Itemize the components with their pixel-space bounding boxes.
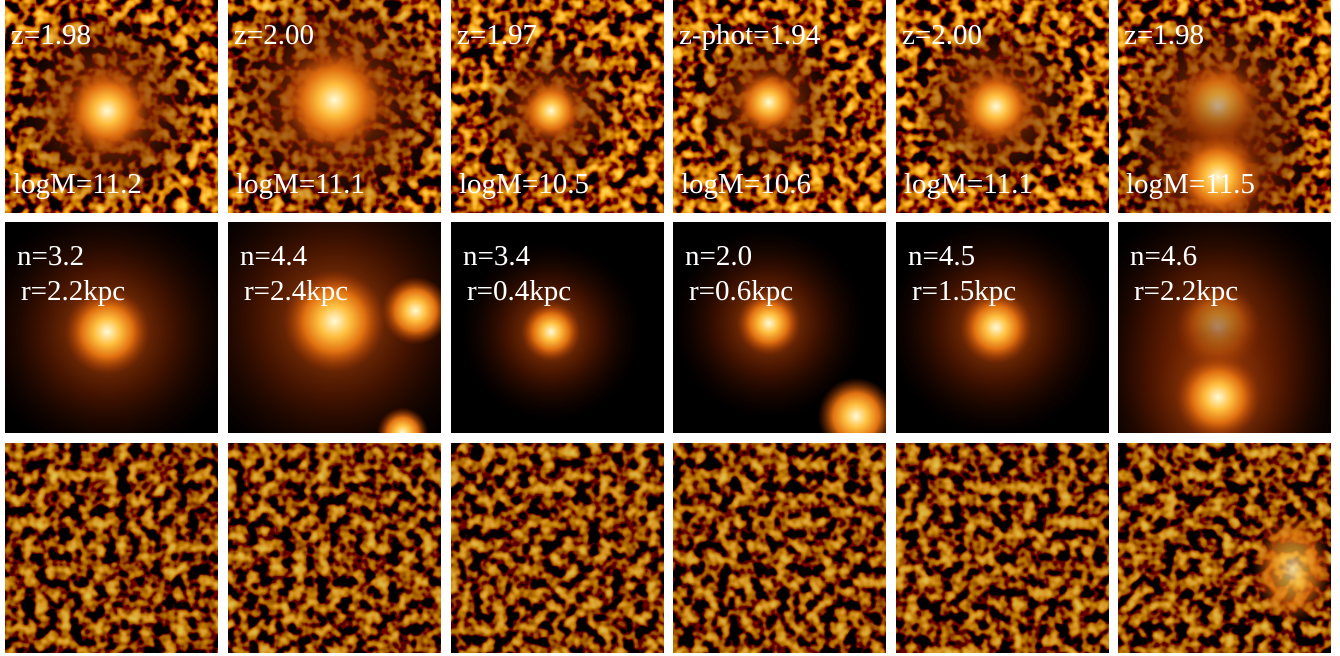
mass-label: logM=11.1	[904, 168, 1033, 200]
panel-image	[1118, 443, 1331, 653]
panel	[451, 443, 664, 653]
galaxy	[64, 289, 150, 375]
mass-label: logM=10.6	[681, 168, 811, 200]
panel	[5, 443, 218, 653]
panel-image	[228, 0, 441, 213]
noise	[896, 443, 1109, 653]
neighbor	[381, 276, 441, 345]
sersic-label: n=2.0	[685, 240, 752, 272]
mass-label: logM=11.1	[236, 168, 365, 200]
panel-image	[896, 443, 1109, 653]
redshift-label: z=1.98	[1124, 19, 1204, 51]
redshift-label: z=1.98	[11, 19, 91, 51]
panel: z-phot=1.94 logM=10.6	[673, 0, 886, 213]
sersic-label: n=4.4	[240, 240, 308, 272]
mass-label: logM=11.5	[1126, 168, 1255, 200]
neighbor	[377, 407, 429, 433]
radius-label: r=2.2kpc	[1134, 275, 1238, 307]
panel-image	[673, 443, 886, 653]
panel: n=4.5r=1.5kpc	[896, 222, 1109, 433]
panel	[673, 443, 886, 653]
sersic-label: n=3.2	[17, 240, 84, 272]
redshift-label: z=1.97	[457, 19, 537, 51]
panel	[1118, 443, 1331, 653]
panel	[228, 443, 441, 653]
panel: n=3.4r=0.4kpc	[451, 222, 664, 433]
galaxy	[64, 68, 150, 154]
galaxy	[1175, 134, 1261, 213]
redshift-label: z=2.00	[234, 19, 314, 51]
panel-image	[5, 222, 218, 433]
mass-label: logM=11.2	[13, 168, 142, 200]
panel-image	[673, 222, 886, 433]
galaxy	[959, 70, 1033, 143]
panel-image	[1118, 0, 1331, 213]
panel: z=1.98 logM=11.5	[1118, 0, 1331, 213]
mass-label: logM=10.5	[459, 168, 589, 200]
panel-image	[896, 0, 1109, 213]
sersic-label: n=4.6	[1130, 240, 1197, 272]
panel: n=2.0r=0.6kpc	[673, 222, 886, 433]
panel: n=4.4r=2.4kpc	[228, 222, 441, 433]
panel: z=1.98 logM=11.2	[5, 0, 218, 213]
panel-image	[5, 0, 218, 213]
noise	[228, 443, 441, 653]
radius-label: r=2.2kpc	[21, 275, 125, 307]
halo	[1118, 269, 1331, 433]
panel-image	[896, 222, 1109, 433]
radius-label: r=0.6kpc	[689, 275, 793, 307]
galaxy	[521, 80, 581, 141]
galaxy	[736, 291, 801, 356]
panel-image	[451, 443, 664, 653]
redshift-label: z=2.00	[902, 19, 982, 51]
neighbor	[817, 377, 886, 433]
panel-image	[451, 0, 664, 213]
panel-image	[673, 0, 886, 213]
galaxy	[521, 301, 581, 362]
galaxy	[959, 291, 1033, 364]
panel-image	[1118, 222, 1331, 433]
galaxy	[1175, 354, 1261, 433]
panel-image	[5, 443, 218, 653]
panel: n=4.6r=2.2kpc	[1118, 222, 1331, 433]
panel: z=2.00 logM=11.1	[896, 0, 1109, 213]
panel-image	[228, 443, 441, 653]
panel: n=3.2r=2.2kpc	[5, 222, 218, 433]
radius-label: r=1.5kpc	[912, 275, 1016, 307]
galaxy	[283, 48, 386, 152]
panel	[896, 443, 1109, 653]
noise	[673, 443, 886, 653]
panel: z=1.97 logM=10.5	[451, 0, 664, 213]
residual	[1252, 514, 1331, 624]
sersic-label: n=4.5	[908, 240, 975, 272]
radius-label: r=0.4kpc	[467, 275, 571, 307]
panel: z=2.00 logM=11.1	[228, 0, 441, 213]
panel-image	[451, 222, 664, 433]
galaxy	[283, 270, 386, 373]
redshift-label: z-phot=1.94	[679, 19, 821, 51]
noise	[451, 443, 664, 653]
panel-image	[228, 222, 441, 433]
sersic-label: n=3.4	[463, 240, 531, 272]
radius-label: r=2.4kpc	[244, 275, 348, 307]
noise	[5, 443, 218, 653]
galaxy	[736, 70, 801, 135]
